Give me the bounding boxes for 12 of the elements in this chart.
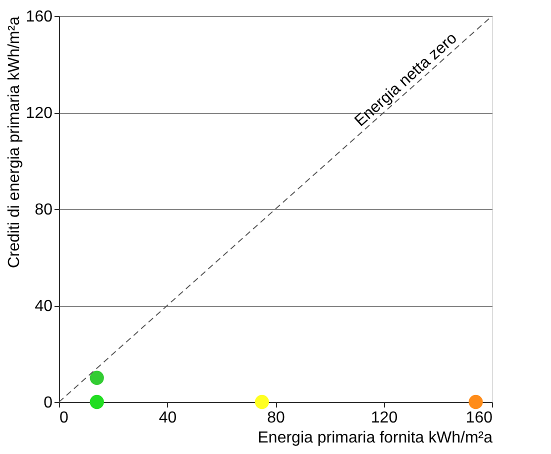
x-tick-label: 80: [267, 410, 285, 426]
y-tick-label: 0: [44, 394, 53, 412]
x-tick-label: 40: [158, 410, 177, 426]
y-tick-label: 160: [26, 8, 53, 26]
x-tick-label: 120: [370, 410, 398, 426]
y-axis-title: Crediti di energia primaria kWh/m²a: [6, 16, 23, 268]
y-tick-label: 80: [34, 202, 53, 218]
x-tick-label: 0: [60, 410, 68, 426]
x-axis-title: Energia primaria fornita kWh/m²a: [258, 430, 493, 446]
y-tick-label: 120: [26, 105, 53, 122]
x-tick-label: 160: [466, 410, 493, 426]
y-tick-label: 40: [34, 298, 53, 315]
